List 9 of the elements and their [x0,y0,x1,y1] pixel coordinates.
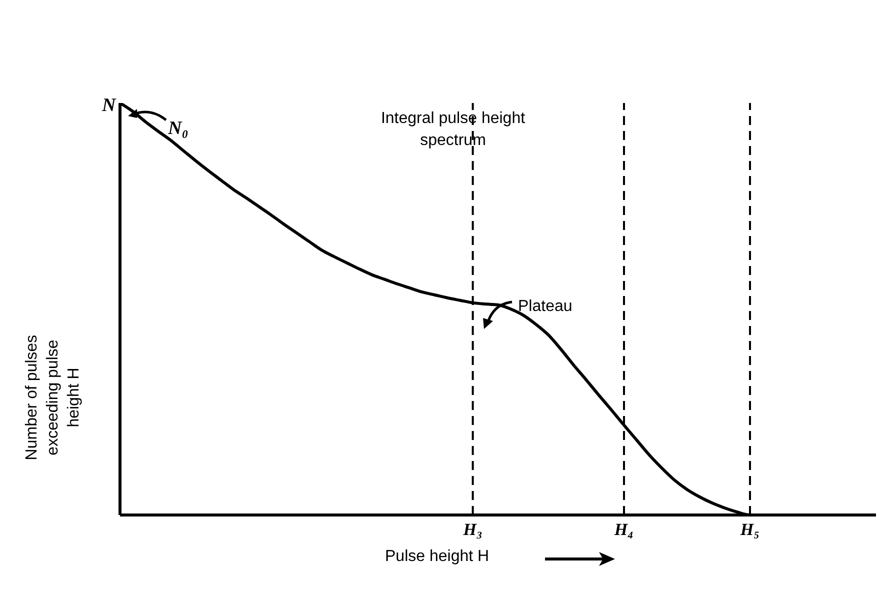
annotation: Integral pulse height spectrum [380,109,526,151]
text: N [102,95,116,117]
annotation: Plateau [518,297,572,317]
x-tick-label: H₃ [462,520,482,540]
x-tick-label: H₄ [613,520,634,540]
x-axis-title: Pulse height H [385,548,490,566]
y-axis-title: Number of pulses exceeding pulse height H [22,334,84,462]
annotation: N₀ [168,118,188,140]
x-tick-label: H₅ [739,520,760,540]
